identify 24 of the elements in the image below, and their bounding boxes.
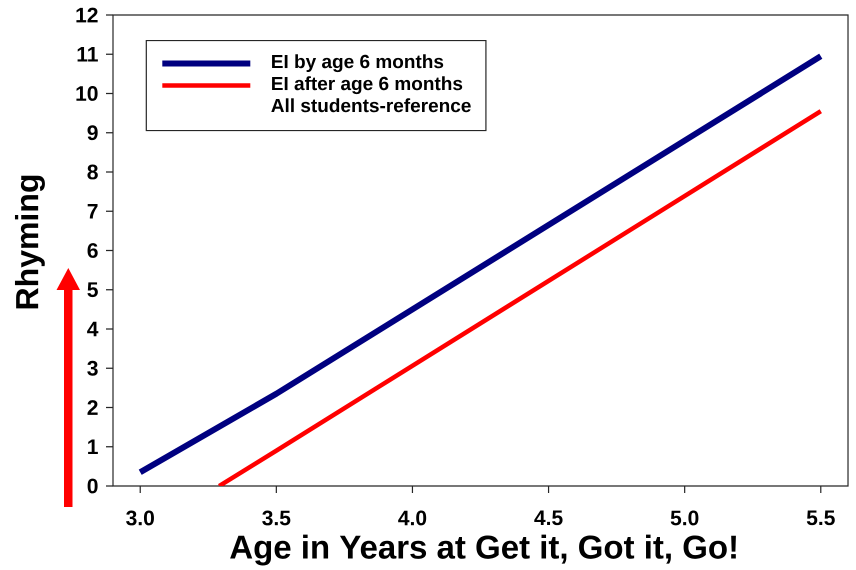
annotation: All students-reference bbox=[271, 98, 471, 112]
y-tick-label: 2 bbox=[88, 400, 98, 415]
y-tick-label: 8 bbox=[87, 164, 98, 180]
y-tick-label: 11 bbox=[78, 47, 98, 62]
y-tick-label: 3 bbox=[87, 360, 98, 376]
x-tick-label: 3.0 bbox=[126, 510, 154, 526]
x-axis-title: Age in Years at Get it, Got it, Go! bbox=[230, 534, 736, 566]
x-tick-label: 5.5 bbox=[806, 510, 835, 526]
y-tick-label: 9 bbox=[88, 125, 98, 140]
legend-label: EI after age 6 months bbox=[272, 76, 462, 94]
y-tick-label: 1 bbox=[88, 440, 98, 454]
x-tick-label: 3.5 bbox=[262, 510, 290, 526]
y-axis-title: Rhyming bbox=[14, 176, 45, 308]
y-tick-label: 10 bbox=[76, 86, 98, 101]
y-tick-label: 12 bbox=[76, 8, 98, 22]
y-tick-label: 5 bbox=[87, 282, 98, 298]
x-tick-label: 4.5 bbox=[534, 510, 563, 526]
y-tick-label: 0 bbox=[88, 478, 98, 494]
y-tick-label: 4 bbox=[87, 322, 98, 336]
y-tick-label: 6 bbox=[88, 243, 98, 258]
legend-label: EI by age 6 months bbox=[272, 54, 444, 72]
y-tick-label: 7 bbox=[88, 204, 98, 218]
x-tick-label: 5.0 bbox=[670, 510, 698, 526]
x-tick-label: 4.0 bbox=[398, 510, 426, 526]
